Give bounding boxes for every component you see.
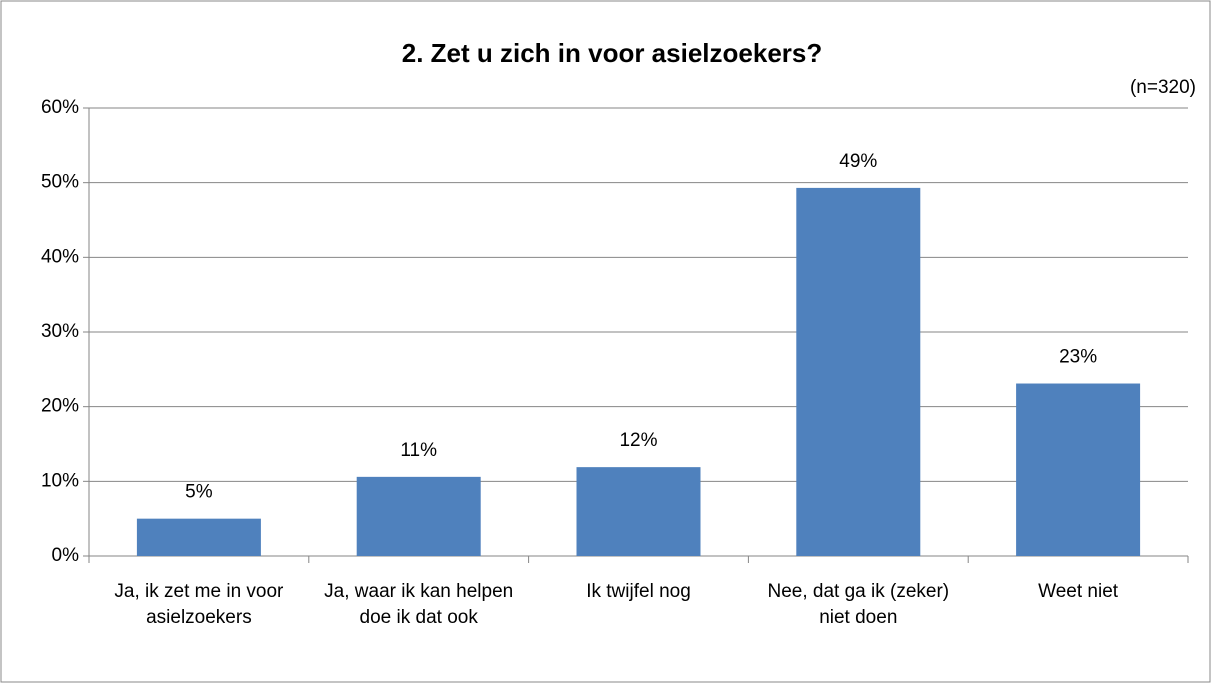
chart-subtitle: (n=320) xyxy=(1130,77,1196,98)
data-label: 49% xyxy=(839,151,877,172)
data-label: 12% xyxy=(619,430,657,451)
y-tick-label: 10% xyxy=(41,470,79,491)
bar xyxy=(796,187,921,557)
x-tick-label: Ik twijfel nog xyxy=(586,581,691,602)
x-tick-label: Ja, ik zet me in voor asielzoekers xyxy=(114,581,284,628)
y-tick-label: 0% xyxy=(52,545,80,566)
y-tick-label: 60% xyxy=(41,97,79,118)
data-label: 11% xyxy=(400,440,437,461)
x-tick-label: Ja, waar ik kan helpen doe ik dat ook xyxy=(324,581,513,628)
label-line: asielzoekers xyxy=(146,607,252,628)
label-line: Ja, waar ik kan helpen xyxy=(324,581,513,602)
y-tick-label: 20% xyxy=(41,396,79,417)
chart-title: 2. Zet u zich in voor asielzoekers? xyxy=(402,38,822,68)
x-tick-label: Weet niet xyxy=(1038,581,1119,602)
bar xyxy=(136,518,261,556)
bar xyxy=(1016,383,1141,556)
label-line: Nee, dat ga ik (zeker) xyxy=(767,581,949,602)
y-tick-label: 50% xyxy=(41,172,79,193)
data-label: 23% xyxy=(1059,347,1097,368)
label-line: Ik twijfel nog xyxy=(586,581,691,602)
y-tick-label: 30% xyxy=(41,321,79,342)
y-tick-label: 40% xyxy=(41,246,79,267)
label-line: Ja, ik zet me in voor xyxy=(114,581,284,602)
x-tick-label: Nee, dat ga ik (zeker) niet doen xyxy=(767,581,949,628)
bar xyxy=(576,467,701,556)
label-line: niet doen xyxy=(819,607,897,628)
label-line: Weet niet xyxy=(1038,581,1119,602)
data-label: 5% xyxy=(185,482,213,503)
label-line: doe ik dat ook xyxy=(360,607,479,628)
bar xyxy=(356,476,481,556)
